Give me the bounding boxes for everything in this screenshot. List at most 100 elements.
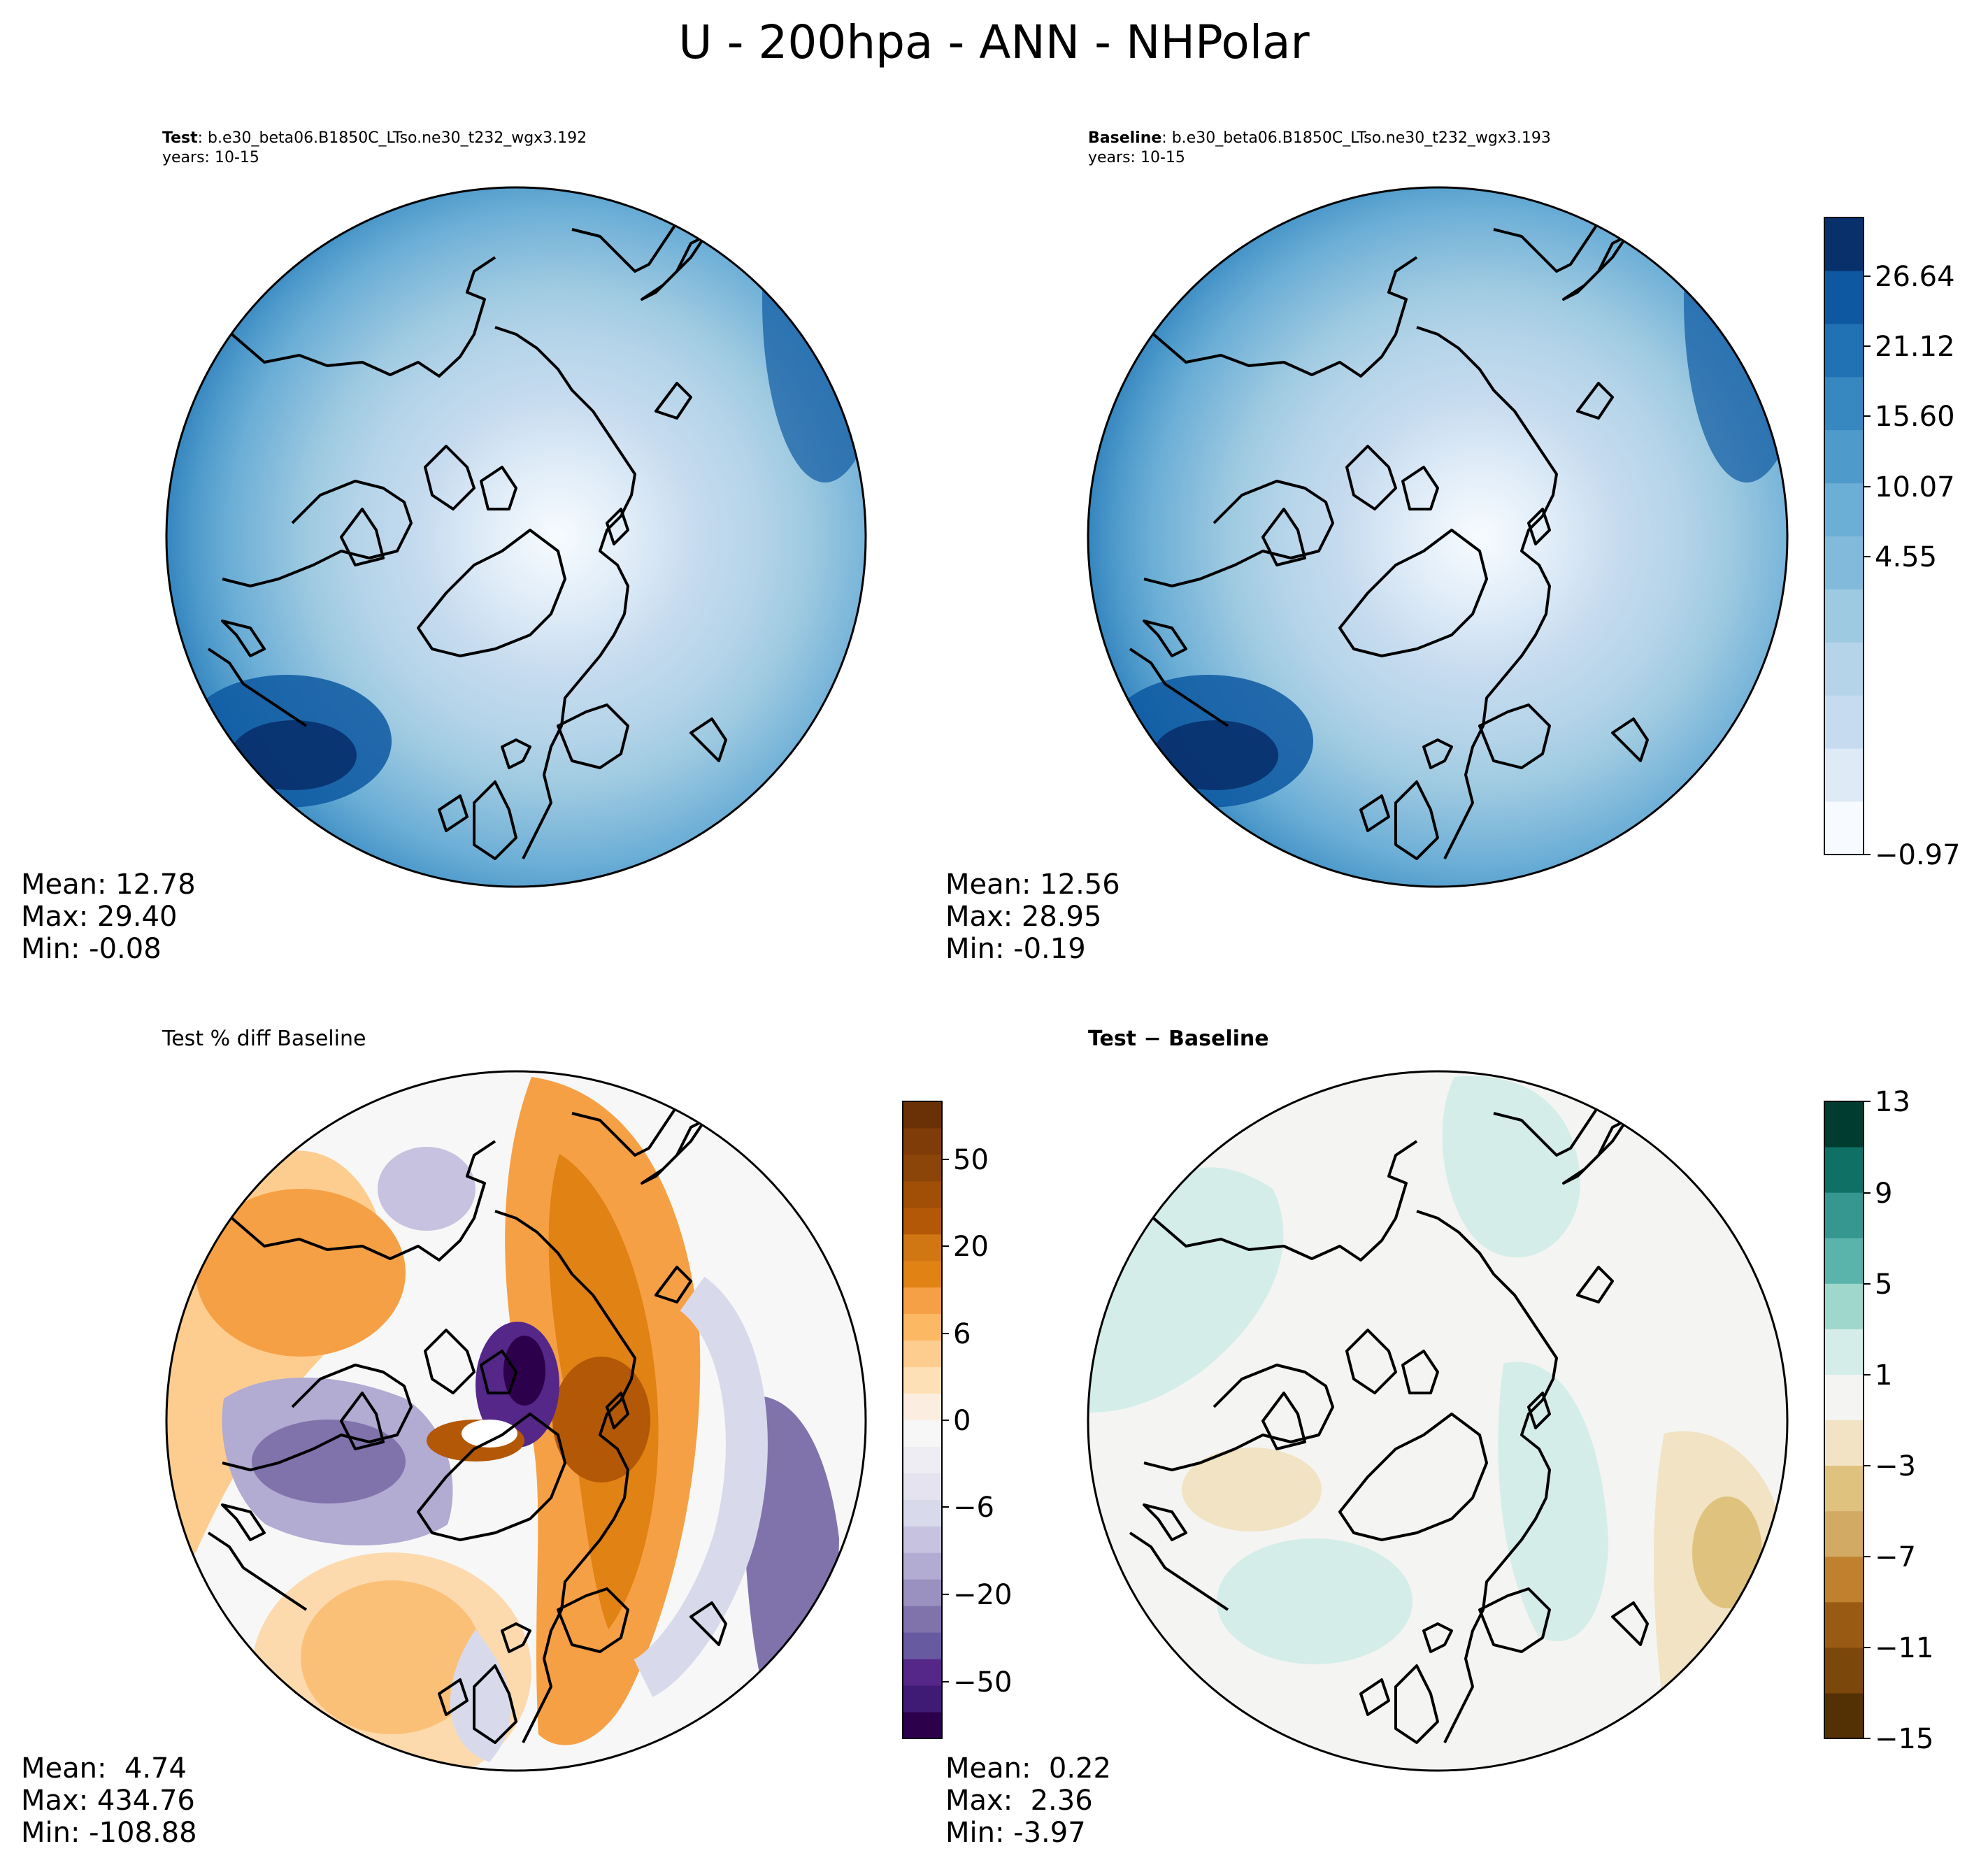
test-min: Min: -0.08	[21, 933, 162, 965]
blues-tick-label: 4.55	[1875, 541, 1937, 573]
baseline-min: Min: -0.19	[945, 933, 1086, 965]
brbg-swatch	[1824, 1601, 1864, 1648]
blues-swatch	[1824, 323, 1864, 378]
brbg-swatch	[1824, 1147, 1864, 1193]
puor-swatch	[903, 1366, 942, 1394]
blues-swatch	[1824, 695, 1864, 749]
puor-tick-label: −20	[953, 1579, 1012, 1611]
puor-swatch	[903, 1340, 942, 1368]
puor-swatch	[903, 1446, 942, 1473]
test-years: years: 10-15	[162, 149, 259, 166]
blues-swatch	[1824, 748, 1864, 802]
blues-swatch	[1824, 536, 1864, 589]
puor-swatch	[903, 1579, 942, 1606]
blues-tick-label: 26.64	[1875, 261, 1955, 293]
brbg-swatch	[1824, 1420, 1864, 1466]
test-label: Test	[162, 129, 198, 147]
puor-swatch	[903, 1526, 942, 1553]
blues-tick-label: 10.07	[1875, 471, 1955, 503]
test-max: Max: 29.40	[21, 901, 178, 933]
baseline-stats: Mean: 12.56 Max: 28.95 Min: -0.19	[945, 869, 1120, 965]
brbg-swatch	[1824, 1647, 1864, 1694]
baseline-header: Baseline: b.e30_beta06.B1850C_LTso.ne30_…	[1088, 129, 1551, 168]
pctdiff-stats: Mean: 4.74 Max: 434.76 Min: -108.88	[21, 1752, 197, 1849]
puor-tick-label: 0	[953, 1405, 971, 1437]
baseline-years: years: 10-15	[1088, 149, 1185, 166]
blues-frame	[1824, 217, 1864, 855]
puor-swatch	[903, 1632, 942, 1659]
diff-max: Max: 2.36	[945, 1785, 1093, 1817]
brbg-tick-label: −7	[1875, 1541, 1916, 1573]
puor-swatch	[903, 1712, 942, 1739]
diff-mean: Mean: 0.22	[945, 1752, 1111, 1785]
brbg-swatch	[1824, 1465, 1864, 1512]
puor-swatch	[903, 1313, 942, 1341]
puor-swatch	[903, 1127, 942, 1155]
test-stats: Mean: 12.78 Max: 29.40 Min: -0.08	[21, 869, 196, 965]
puor-swatch	[903, 1420, 942, 1447]
puor-swatch	[903, 1499, 942, 1527]
diff-title: Test − Baseline	[1088, 1027, 1269, 1051]
test-map	[165, 186, 867, 888]
diff-min: Min: -3.97	[945, 1817, 1086, 1849]
puor-swatch	[903, 1260, 942, 1288]
puor-tick-label: 50	[953, 1144, 989, 1176]
puor-tick-label: −6	[953, 1492, 994, 1524]
brbg-swatch	[1824, 1238, 1864, 1284]
brbg-swatch	[1824, 1374, 1864, 1420]
puor-swatch	[903, 1207, 942, 1235]
puor-tick-label: 20	[953, 1231, 989, 1263]
blues-swatch	[1824, 217, 1864, 271]
blues-swatch	[1824, 589, 1864, 643]
baseline-max: Max: 28.95	[945, 901, 1102, 933]
baseline-label: Baseline	[1088, 129, 1162, 147]
blues-tick-label: −0.97	[1875, 839, 1961, 871]
puor-tick-label: 6	[953, 1318, 971, 1350]
puor-swatch	[903, 1606, 942, 1633]
blues-swatch	[1824, 376, 1864, 431]
figure-title: U - 200hpa - ANN - NHPolar	[678, 15, 1310, 69]
colorbar-blues: 26.64 21.12 15.60 10.07 4.55 −0.97	[1824, 217, 1961, 871]
blues-swatch	[1824, 483, 1864, 536]
blues-tick-label: 15.60	[1875, 401, 1955, 433]
pctdiff-title: Test % diff Baseline	[162, 1027, 366, 1051]
test-mean: Mean: 12.78	[21, 869, 196, 901]
brbg-tick-label: −15	[1875, 1723, 1933, 1755]
brbg-tick-label: 9	[1875, 1178, 1892, 1210]
brbg-tick-label: 1	[1875, 1359, 1892, 1392]
brbg-tick-label: −11	[1875, 1632, 1933, 1664]
brbg-tick-label: 5	[1875, 1269, 1892, 1301]
brbg-swatch	[1824, 1101, 1864, 1148]
puor-swatch	[903, 1393, 942, 1420]
blues-swatch	[1824, 429, 1864, 484]
puor-swatch	[903, 1234, 942, 1262]
brbg-swatch	[1824, 1556, 1864, 1603]
colorbar-brbg: 13 9 5 1 −3 −7 −11 −15	[1824, 1086, 1933, 1755]
blues-swatch	[1824, 270, 1864, 324]
brbg-swatch	[1824, 1192, 1864, 1238]
test-case: : b.e30_beta06.B1850C_LTso.ne30_t232_wgx…	[197, 129, 587, 147]
puor-tick-label: −50	[953, 1666, 1012, 1699]
pctdiff-map	[165, 1070, 867, 1772]
puor-swatch	[903, 1552, 942, 1580]
baseline-mean: Mean: 12.56	[945, 869, 1120, 901]
brbg-swatch	[1824, 1510, 1864, 1557]
brbg-swatch	[1824, 1329, 1864, 1375]
blues-tick-label: 21.12	[1875, 331, 1955, 363]
pctdiff-max: Max: 434.76	[21, 1785, 195, 1817]
puor-swatch	[903, 1659, 942, 1686]
blues-swatch	[1824, 642, 1864, 696]
blues-swatch	[1824, 801, 1864, 855]
brbg-frame	[1824, 1101, 1864, 1739]
brbg-swatch	[1824, 1283, 1864, 1329]
puor-swatch	[903, 1685, 942, 1713]
brbg-swatch	[1824, 1692, 1864, 1739]
brbg-tick-label: 13	[1875, 1086, 1910, 1118]
puor-swatch	[903, 1101, 942, 1129]
diff-stats: Mean: 0.22 Max: 2.36 Min: -3.97	[945, 1752, 1111, 1849]
brbg-tick-label: −3	[1875, 1450, 1916, 1482]
puor-swatch	[903, 1287, 942, 1315]
puor-swatch	[903, 1180, 942, 1208]
baseline-map	[1087, 186, 1789, 888]
